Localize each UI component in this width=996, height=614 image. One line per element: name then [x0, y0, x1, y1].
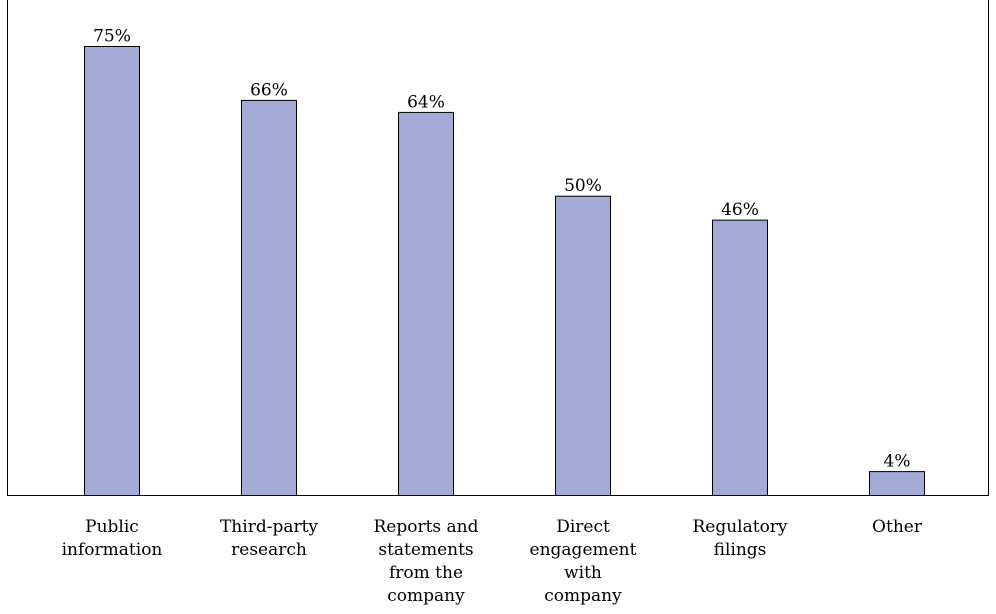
- category-label-line: Reports and: [373, 517, 478, 537]
- bar: [241, 99, 297, 497]
- category-label-line: Regulatory: [692, 517, 787, 537]
- data-label: 50%: [564, 176, 602, 196]
- category-label: Third-party research: [220, 517, 318, 560]
- bar: [555, 195, 611, 496]
- category-label-line: engagement: [530, 540, 637, 560]
- category-label-line: research: [231, 540, 307, 560]
- category-label-line: filings: [714, 540, 767, 560]
- category-label: Regulatory filings: [692, 517, 787, 560]
- category-label: Direct engagement with company: [530, 517, 637, 606]
- category-label: Public information: [62, 517, 163, 560]
- bar: [398, 111, 454, 497]
- bar: [712, 219, 768, 496]
- category-label-line: company: [544, 586, 622, 606]
- data-label: 75%: [93, 27, 131, 47]
- data-label: 4%: [884, 452, 911, 472]
- bar: [869, 471, 925, 497]
- data-label: 46%: [721, 200, 759, 220]
- data-label: 64%: [407, 92, 445, 112]
- category-label-line: Public: [85, 517, 139, 537]
- data-label: 66%: [250, 80, 288, 100]
- category-label: Other: [872, 517, 923, 537]
- chart-frame: [7, 0, 989, 496]
- category-label-line: with: [564, 563, 602, 583]
- category-label-line: company: [387, 586, 465, 606]
- category-label-line: information: [62, 540, 163, 560]
- category-label-line: statements: [378, 540, 473, 560]
- category-label: Reports and statements from the company: [373, 517, 478, 606]
- bar: [84, 46, 140, 496]
- bars-group: [84, 46, 925, 497]
- category-label-line: Other: [872, 517, 923, 537]
- category-label-line: Third-party: [220, 517, 318, 537]
- category-label-line: Direct: [556, 517, 610, 537]
- value-labels-group: 75% 66% 64% 50% 46% 4%: [93, 27, 910, 472]
- category-labels-group: Public information Third-party research Repo…: [62, 517, 923, 606]
- category-label-line: from the: [389, 563, 463, 583]
